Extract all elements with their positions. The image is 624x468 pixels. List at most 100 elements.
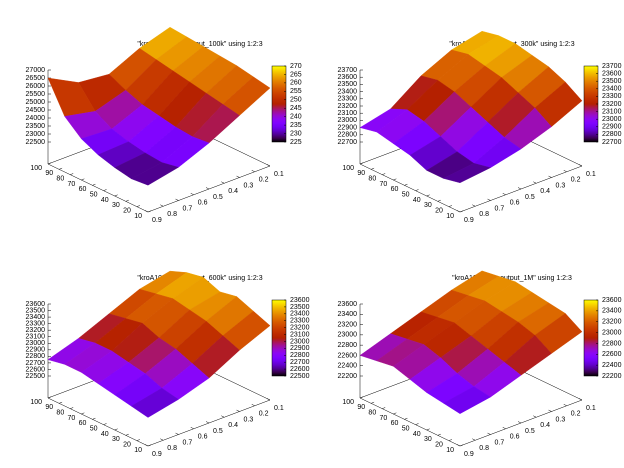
- y-tick: [205, 421, 210, 424]
- colorbar-tick-label: 23100: [602, 108, 622, 115]
- y-tick-label: 0.1: [586, 171, 596, 178]
- y-tick-label: 0.4: [228, 188, 238, 195]
- colorbar-tick-label: 22800: [290, 352, 310, 359]
- y-tick-label: 0.5: [213, 194, 223, 201]
- y-tick: [502, 427, 506, 429]
- y-tick-label: 0.6: [510, 200, 520, 207]
- z-tick-label: 23400: [338, 88, 358, 95]
- x-tick-label: 100: [30, 165, 42, 172]
- x-tick: [404, 183, 408, 186]
- x-tick-label: 50: [402, 426, 410, 433]
- x-tick: [114, 194, 118, 197]
- colorbar-tick-label: 23600: [290, 297, 310, 304]
- z-tick-label: 23600: [338, 74, 358, 81]
- y-tick: [144, 444, 149, 447]
- y-tick: [160, 438, 164, 441]
- x-tick: [426, 194, 430, 197]
- z-tick-label: 25000: [26, 99, 46, 106]
- colorbar-tick-label: 22800: [602, 131, 622, 138]
- y-tick-label: 0.2: [571, 411, 581, 418]
- x-tick: [404, 417, 408, 420]
- x-tick-label: 100: [30, 399, 42, 406]
- colorbar-tick-label: 22400: [602, 362, 622, 369]
- y-tick-label: 0.6: [198, 200, 208, 207]
- y-tick-label: 0.7: [495, 205, 505, 212]
- colorbar-tick-label: 240: [290, 114, 302, 121]
- y-tick: [563, 404, 567, 406]
- y-tick: [221, 181, 225, 184]
- z-tick-label: 23700: [338, 67, 358, 74]
- z-tick-label: 22800: [338, 132, 358, 139]
- colorbar: [583, 299, 599, 377]
- x-tick: [136, 205, 140, 207]
- x-tick-label: 10: [446, 213, 454, 220]
- z-tick-label: 22600: [338, 352, 358, 359]
- y-tick-label: 0.2: [259, 411, 269, 418]
- y-tick-label: 0.8: [167, 211, 177, 218]
- y-tick: [190, 427, 194, 429]
- y-tick: [456, 444, 461, 447]
- x-tick-label: 20: [123, 208, 131, 215]
- x-tick-label: 90: [357, 404, 365, 411]
- x-tick: [371, 401, 375, 404]
- x-tick-label: 40: [413, 431, 421, 438]
- x-tick-label: 10: [134, 213, 142, 220]
- x-tick-label: 20: [435, 208, 443, 215]
- z-tick-label: 26500: [26, 75, 46, 82]
- z-tick-label: 23100: [338, 110, 358, 117]
- z-tick-label: 22200: [338, 373, 358, 380]
- y-tick-label: 0.7: [183, 205, 193, 212]
- x-tick-label: 40: [101, 197, 109, 204]
- colorbar-tick-label: 23100: [290, 331, 310, 338]
- y-tick: [251, 404, 255, 406]
- surface-plot: "kroA100_gnu_output_100k" using 1:2:3225…: [26, 26, 302, 224]
- z-tick-label: 23000: [26, 131, 46, 138]
- colorbar-tick-label: 22900: [602, 124, 622, 131]
- x-tick: [382, 173, 386, 175]
- x-tick: [437, 199, 441, 202]
- x-tick: [459, 444, 464, 447]
- y-tick-label: 0.7: [495, 439, 505, 446]
- x-tick: [59, 401, 63, 404]
- z-tick-label: 22600: [26, 366, 46, 373]
- y-tick-label: 0.2: [259, 177, 269, 184]
- colorbar-tick-label: 23500: [290, 304, 310, 311]
- y-tick: [266, 164, 271, 167]
- z-tick-label: 23600: [26, 301, 46, 308]
- y-tick: [578, 398, 583, 401]
- x-tick-label: 90: [45, 170, 53, 177]
- y-tick-label: 0.5: [213, 428, 223, 435]
- y-tick-label: 0.1: [274, 171, 284, 178]
- z-tick-label: 23200: [338, 321, 358, 328]
- z-tick-label: 23300: [338, 96, 358, 103]
- x-tick-label: 30: [112, 202, 120, 209]
- colorbar-tick-label: 22800: [602, 340, 622, 347]
- x-tick-label: 30: [424, 202, 432, 209]
- x-tick: [103, 189, 107, 191]
- y-tick-label: 0.6: [198, 434, 208, 441]
- x-tick: [70, 407, 74, 409]
- colorbar-tick-label: 250: [290, 97, 302, 104]
- colorbar-tick-label: 23400: [290, 311, 310, 318]
- y-tick-label: 0.9: [152, 451, 162, 458]
- y-tick-label: 0.4: [228, 422, 238, 429]
- x-tick: [147, 444, 152, 447]
- colorbar-tick-label: 23300: [290, 318, 310, 325]
- x-tick: [359, 396, 364, 399]
- x-tick: [147, 210, 152, 213]
- colorbar-tick-label: 22900: [290, 345, 310, 352]
- x-tick: [47, 396, 52, 399]
- y-tick-label: 0.7: [183, 439, 193, 446]
- y-tick-label: 0.8: [167, 445, 177, 452]
- x-tick-label: 100: [342, 165, 354, 172]
- x-tick: [359, 162, 364, 165]
- x-tick-label: 50: [90, 192, 98, 199]
- z-tick-label: 24000: [26, 115, 46, 122]
- y-tick-label: 0.3: [244, 416, 254, 423]
- y-tick: [517, 421, 522, 424]
- y-tick: [190, 193, 194, 195]
- y-tick: [487, 198, 491, 201]
- y-tick-label: 0.9: [464, 217, 474, 224]
- x-tick: [426, 428, 430, 431]
- z-tick-label: 23100: [26, 334, 46, 341]
